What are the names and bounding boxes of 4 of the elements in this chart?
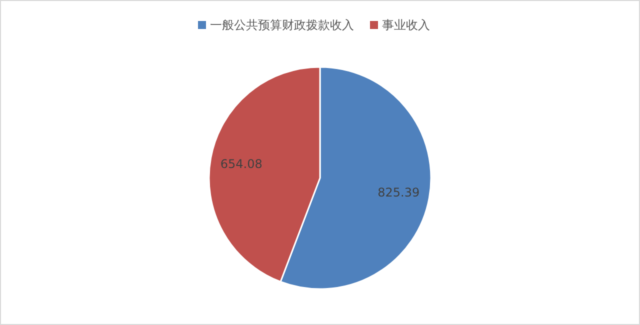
legend-label: 事业收入 xyxy=(382,18,430,32)
data-label: 654.08 xyxy=(220,156,262,171)
data-label: 825.39 xyxy=(378,186,420,200)
legend-label: 一般公共预算财政拨款收入 xyxy=(210,18,354,32)
